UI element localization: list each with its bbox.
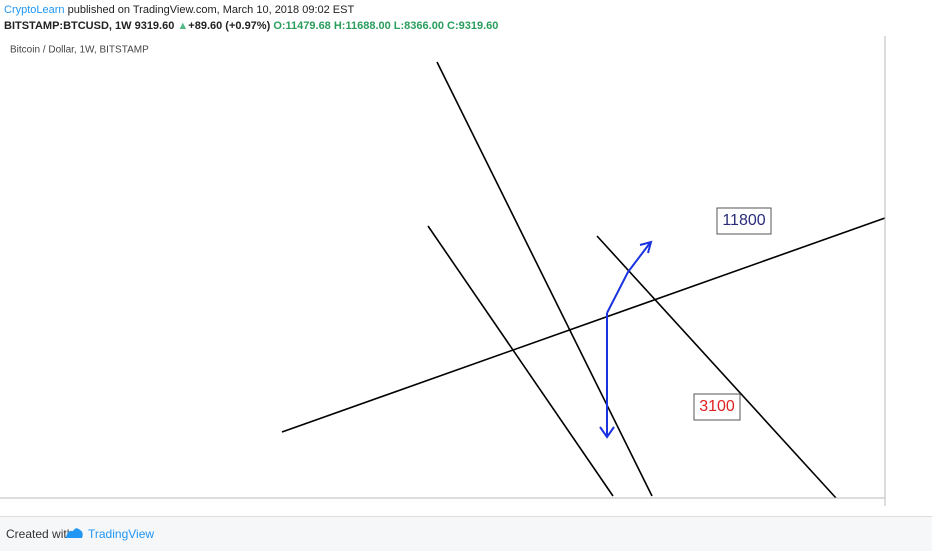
trend-line: [436, 61, 653, 497]
header: CryptoLearn published on TradingView.com…: [4, 2, 498, 34]
ohlc: O:11479.68 H:11688.00 L:8366.00 C:9319.6…: [273, 20, 499, 32]
footer: Created with TradingView: [0, 516, 932, 551]
trend-line: [427, 225, 614, 497]
arrow-up: [606, 242, 651, 314]
annotation-box: [693, 393, 741, 421]
symbol: BITSTAMP:BTCUSD, 1W: [4, 20, 132, 32]
annotation-box: [716, 207, 772, 235]
logo-cloud: [66, 528, 83, 538]
trend-line: [281, 217, 886, 433]
arrowhead: [599, 426, 615, 439]
chart-title: Bitcoin / Dollar, 1W, BITSTAMP: [10, 45, 149, 56]
annotation: 3100: [699, 398, 735, 415]
annotation: 11800: [722, 212, 765, 229]
change: +89.60 (+0.97%): [188, 20, 271, 32]
drawings: [281, 61, 886, 499]
published: published on TradingView.com, March 10, …: [67, 4, 355, 16]
chart: 11800 3100 Bitcoin / Dollar, 1W, BITSTAM…: [0, 36, 932, 516]
brand[interactable]: TradingView: [88, 527, 155, 541]
created-with: Created with: [6, 527, 74, 541]
author[interactable]: CryptoLearn: [4, 4, 65, 16]
logo: [66, 528, 83, 538]
last: 9319.60: [134, 20, 175, 32]
background: [0, 36, 932, 516]
arrow: ▲: [177, 20, 189, 32]
arrows: [599, 240, 653, 439]
arrowhead: [639, 240, 653, 254]
trend-line: [596, 235, 837, 499]
